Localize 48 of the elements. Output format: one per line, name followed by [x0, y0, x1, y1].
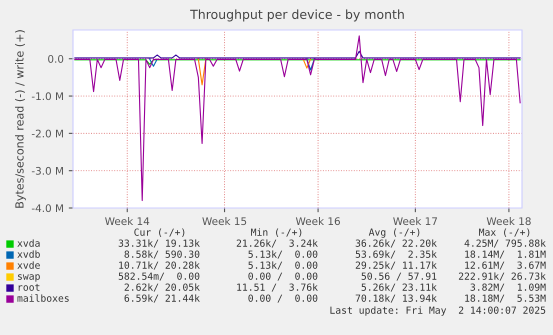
text: 50.56 / 57.91 — [362, 272, 436, 281]
y-tick-label: -3.0 M — [32, 166, 63, 175]
y-tick-label: -1.0 M — [32, 92, 63, 100]
legend-label: xvde — [17, 261, 40, 269]
chart-title: Throughput per device - by month — [190, 9, 404, 22]
text: Min (-/+) — [251, 228, 302, 237]
text: 4.25M/ 795.88k — [464, 239, 546, 248]
text: 6.59k/ 21.44k — [124, 294, 200, 303]
text: Avg (-/+) — [368, 228, 420, 238]
text: 18.14M/ 1.81M — [465, 250, 546, 259]
text: Last update: Fri May 2 14:00:07 2025 — [330, 306, 546, 316]
text: 10.71k/ 20.28k — [119, 261, 200, 270]
text: 18.18M/ 5.53M — [465, 294, 546, 303]
text: 8.58k/ 590.30 — [124, 250, 200, 259]
text: 0.00 / 0.00 — [248, 272, 318, 281]
text: 582.54m/ 0.00 — [118, 272, 200, 281]
x-tick-label: Week 18 — [486, 217, 531, 226]
y-tick-label: -4.0 M — [32, 204, 63, 212]
text: 33.31k/ 19.13k — [118, 239, 200, 248]
legend-label: mailboxes — [18, 294, 69, 302]
y-tick-label: -2.0 M — [32, 130, 63, 138]
text: 36.26k/ 22.20k — [356, 239, 437, 248]
text: 0.00 / 0.00 — [248, 294, 318, 303]
text: 11.51 / 3.76k — [237, 283, 318, 292]
text: 70.18k/ 13.94k — [356, 294, 437, 303]
text: Max (-/+) — [479, 228, 530, 237]
x-tick-label: Week 14 — [105, 217, 150, 226]
text: 5.26k/ 23.11k — [362, 283, 437, 292]
text: 3.82M/ 1.09M — [470, 283, 546, 292]
text: 5.13k/ 0.00 — [248, 261, 318, 270]
x-tick-label: Week 16 — [296, 217, 340, 226]
legend-label: xvda — [17, 239, 40, 247]
y-axis-title: Bytes/second read (-) / write (+) — [15, 30, 26, 208]
x-tick-label: Week 17 — [393, 217, 438, 226]
text: 5.13k/ 0.00 — [248, 250, 318, 259]
text: 222.91k/ 26.73k — [458, 272, 546, 281]
x-tick-label: Week 15 — [202, 217, 246, 226]
text: 21.26k/ 3.24k — [236, 239, 318, 248]
text: 12.61M/ 3.67M — [465, 261, 546, 270]
legend-label: swap — [18, 274, 40, 282]
text: 2.62k/ 20.05k — [124, 283, 200, 292]
line-series — [74, 35, 521, 202]
text: 29.25k/ 11.17k — [356, 261, 437, 270]
legend-label: root — [18, 284, 40, 291]
text: 53.69k/ 2.35k — [356, 250, 437, 259]
text: Cur (-/+) — [134, 228, 184, 237]
legend-label: xvdb — [17, 250, 40, 258]
y-tick-label: 0.0 — [48, 54, 64, 63]
